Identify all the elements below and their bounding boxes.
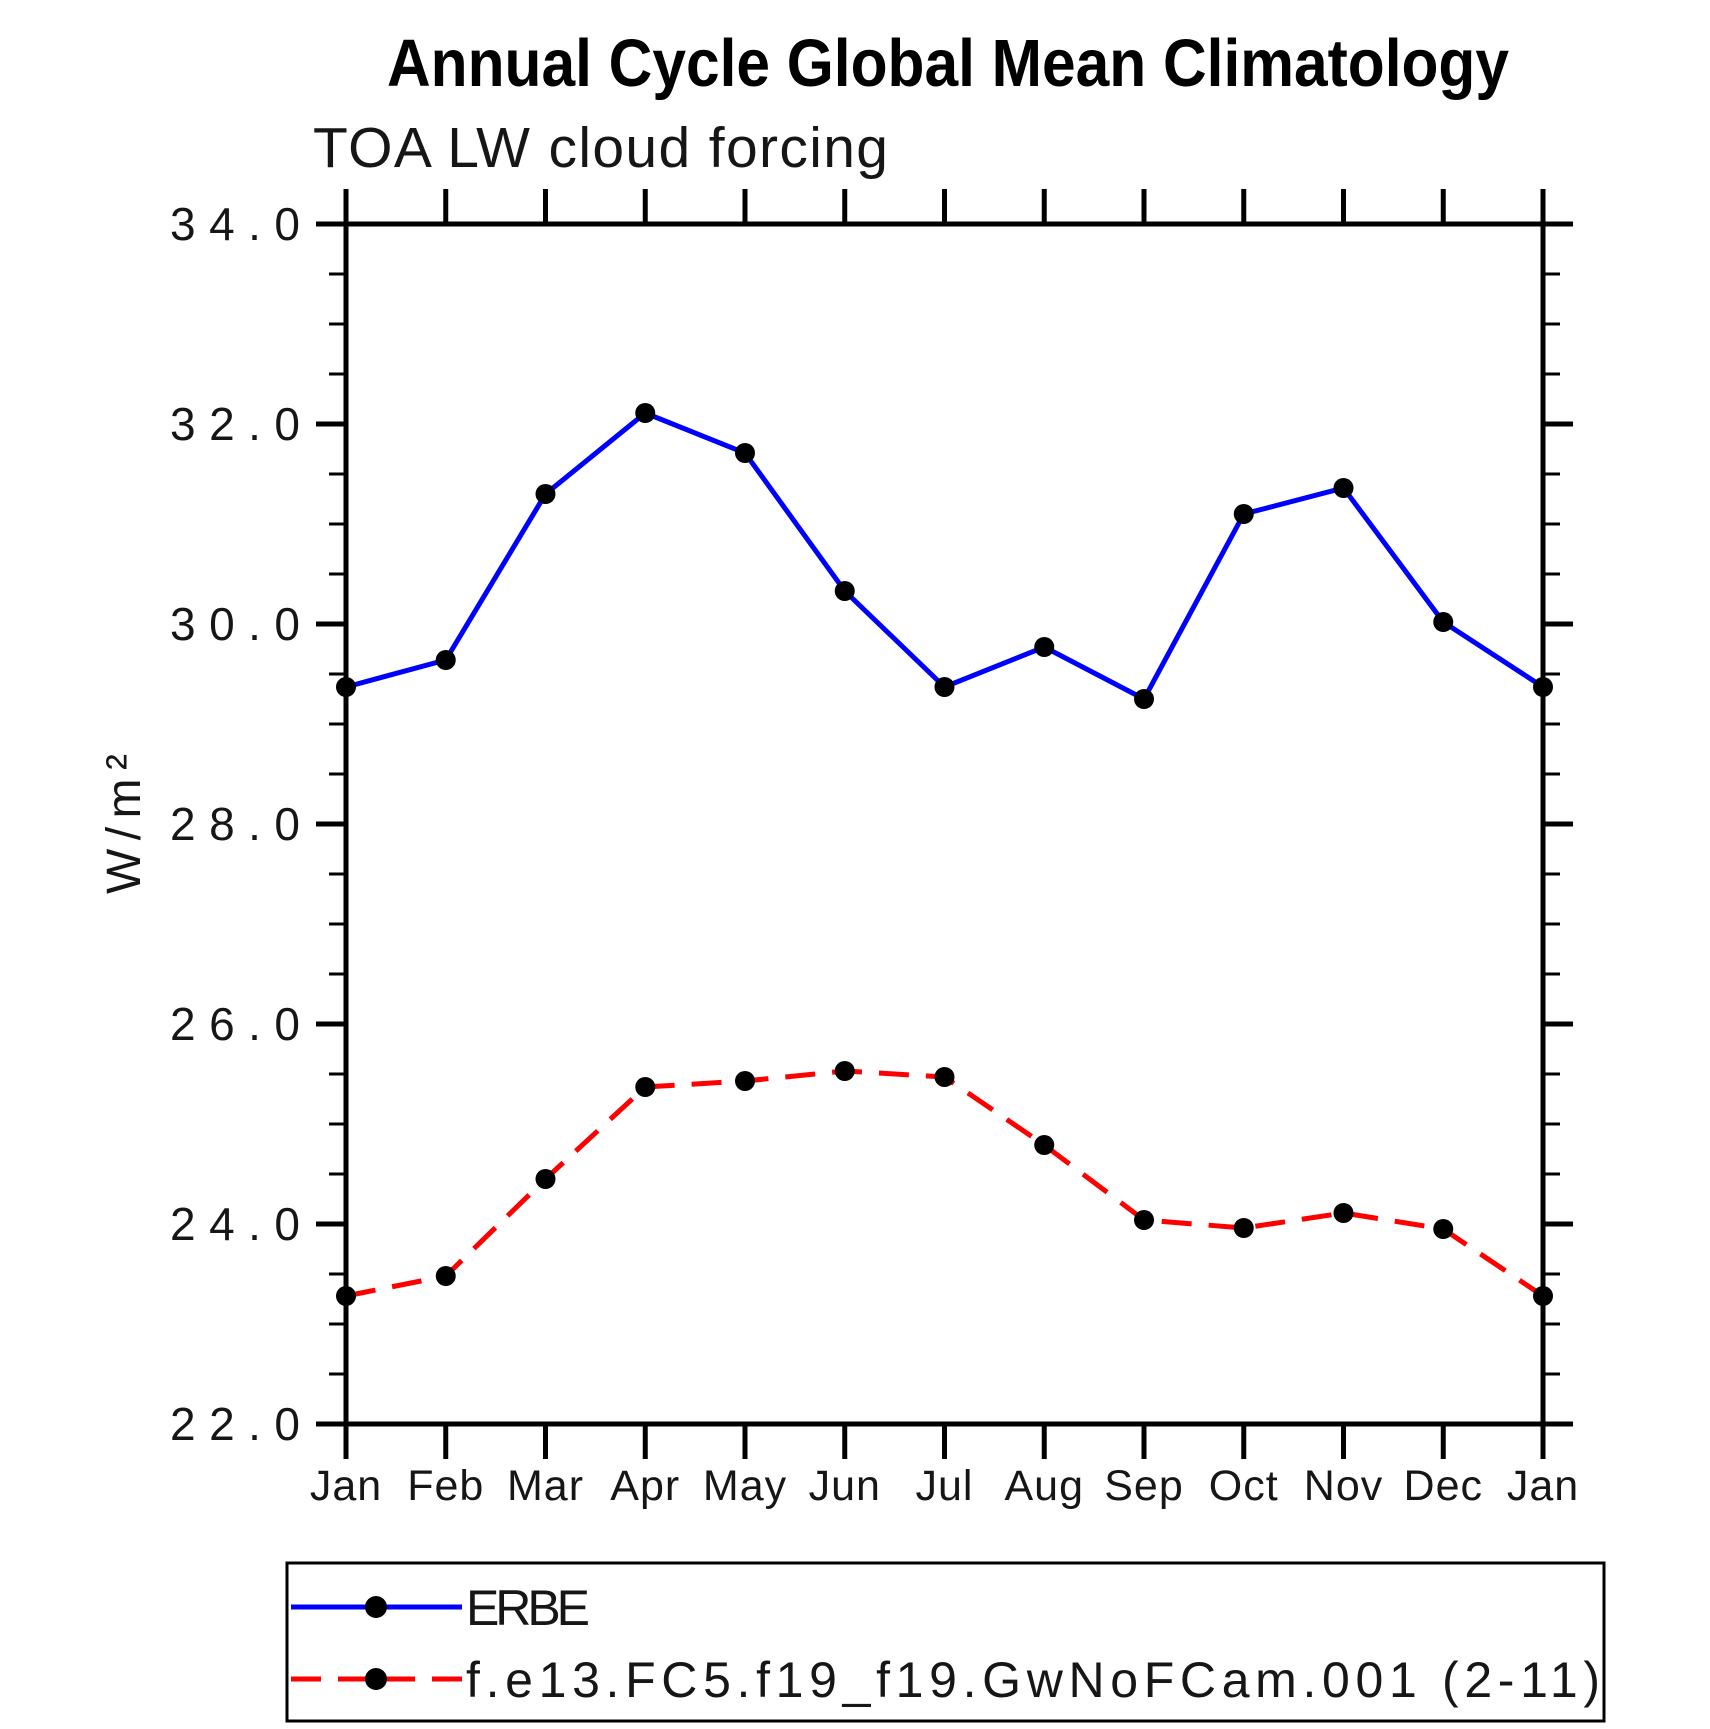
data-point-marker [1233,504,1254,524]
data-series-layer [336,403,1553,1306]
data-point-marker [1233,1218,1254,1238]
legend-marker-erbe [365,1596,387,1618]
data-point-marker [1134,689,1154,709]
x-tick-label: Nov [1304,1462,1383,1510]
data-point-marker [635,1077,656,1097]
data-point-marker [1533,1286,1553,1306]
x-tick-label: Jun [809,1462,881,1510]
data-point-marker [1433,612,1454,632]
data-point-marker [1333,1203,1354,1223]
x-tick-label: Jan [310,1462,382,1510]
legend-label-model: f.e13.FC5.f19_f19.GwNoFCam.001 (2-11) [466,1652,1600,1708]
x-tick-label: May [703,1462,787,1510]
data-point-marker [834,1061,855,1081]
x-tick-label: Dec [1404,1462,1483,1510]
x-tick-label: Jan [1507,1462,1579,1510]
y-tick-label: 32.0 [170,398,300,450]
chart-subtitle: TOA LW cloud forcing [313,116,888,180]
chart-title: Annual Cycle Global Mean Climatology [387,26,1509,101]
legend-box [285,1561,1606,1723]
series-line-erbe [345,410,1545,703]
data-point-marker [735,1071,755,1091]
x-tick-label: Jul [916,1462,974,1510]
data-point-marker [1533,677,1553,697]
data-point-marker [834,581,855,601]
y-tick-label: 24.0 [170,1198,300,1250]
data-point-marker [735,443,755,463]
y-tick-label: 30.0 [170,598,300,650]
x-tick-label: Oct [1209,1462,1279,1510]
data-point-marker [336,677,356,697]
legend-marker-model [365,1668,387,1690]
data-point-marker [535,1169,556,1189]
x-tick-label: Apr [610,1462,680,1510]
series-line-model [345,1068,1545,1299]
y-axis-label: W/m² [98,754,151,894]
legend: ERBE f.e13.FC5.f19_f19.GwNoFCam.001 (2-1… [285,1561,1606,1723]
data-point-marker [934,677,955,697]
data-point-marker [1134,1210,1154,1230]
data-point-marker [435,1266,456,1286]
data-point-marker [336,1286,356,1306]
data-point-marker [635,403,656,423]
x-tick-label: Mar [507,1462,584,1510]
plot-frame [343,221,1546,1427]
data-point-marker [1433,1219,1454,1239]
data-point-marker [1034,1135,1055,1155]
y-tick-label: 22.0 [170,1398,300,1450]
data-point-marker [435,650,456,670]
y-tick-label: 28.0 [170,798,300,850]
x-tick-label: Feb [407,1462,484,1510]
data-point-marker [934,1067,955,1087]
data-point-marker [535,484,556,504]
x-tick-label: Aug [1004,1462,1084,1510]
y-tick-label: 34.0 [170,198,300,250]
data-point-marker [1333,478,1354,498]
y-tick-label: 26.0 [170,998,300,1050]
data-point-marker [1034,637,1055,657]
legend-label-erbe: ERBE [466,1580,590,1636]
x-tick-label: Sep [1104,1462,1184,1510]
axes-layer: 22.0 24.0 26.0 28.0 30.0 32.0 34.0 Jan Feb Mar Apr… [170,189,1579,1510]
